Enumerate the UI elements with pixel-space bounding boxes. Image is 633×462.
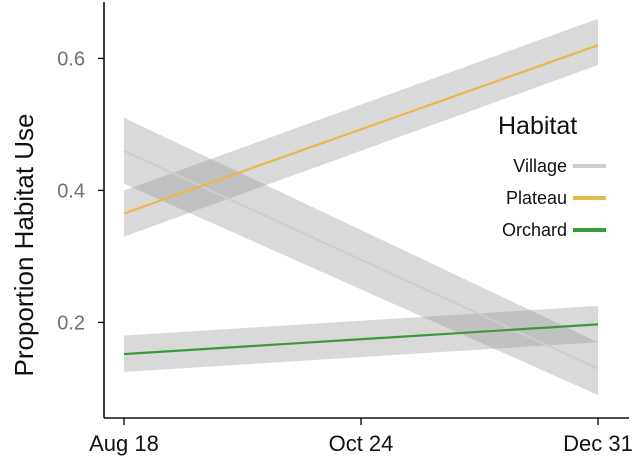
x-tick-label: Oct 24: [329, 431, 394, 456]
x-axis-ticks: Aug 18 Oct 24 Dec 31: [89, 418, 633, 456]
y-tick-label: 0.6: [57, 48, 85, 70]
plateau-series-line: [123, 44, 599, 215]
legend-label-village: Village: [513, 156, 567, 176]
y-axis-ticks: 0.2 0.4 0.6: [57, 48, 104, 334]
series-lines: [123, 44, 599, 370]
legend: Habitat Village Plateau Orchard: [498, 112, 606, 240]
plateau-confidence-band: [124, 18, 598, 237]
village-confidence-band: [124, 117, 598, 396]
y-tick-label: 0.4: [57, 180, 85, 202]
legend-label-plateau: Plateau: [506, 188, 567, 208]
legend-label-orchard: Orchard: [502, 220, 567, 240]
village-series-line: [123, 149, 599, 370]
y-tick-label: 0.2: [57, 312, 85, 334]
orchard-series-line: [123, 323, 599, 356]
y-axis-title: Proportion Habitat Use: [9, 113, 39, 376]
legend-title: Habitat: [498, 112, 577, 140]
x-tick-label: Dec 31: [563, 431, 633, 456]
x-tick-label: Aug 18: [89, 431, 159, 456]
